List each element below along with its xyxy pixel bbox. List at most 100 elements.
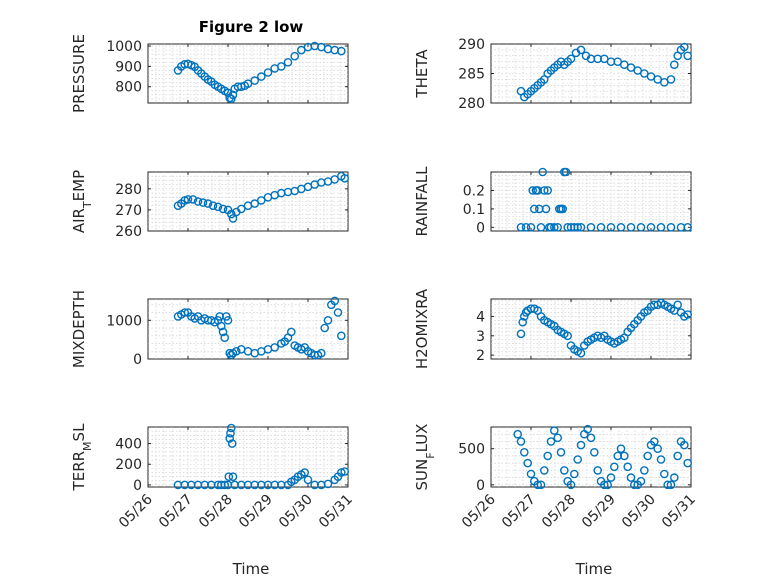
y-axis-label: SUNFLUX (413, 424, 437, 491)
grid (491, 299, 691, 359)
x-tick-label: 05/31 (659, 492, 699, 532)
data-point (666, 480, 676, 490)
data-point (650, 437, 659, 446)
data-point (550, 426, 559, 435)
data-point (680, 42, 689, 52)
y-tick-label: 0 (476, 220, 485, 236)
data-point (333, 308, 343, 317)
y-tick-label: 3 (476, 329, 485, 345)
grid (148, 299, 348, 359)
data-point (623, 462, 633, 472)
data-point (213, 202, 223, 212)
data-point (226, 209, 236, 219)
y-tick-label: 0 (133, 352, 142, 368)
grid (491, 172, 691, 231)
data-point (600, 480, 609, 490)
data-point (526, 222, 536, 232)
data-point (566, 480, 576, 490)
data-point (576, 440, 586, 450)
data-point (221, 312, 231, 321)
grid (148, 44, 348, 103)
data-point (653, 444, 663, 454)
data-point (533, 480, 543, 490)
y-axis-label: RAINFALL (413, 166, 431, 237)
data-point (323, 479, 333, 489)
data-point (516, 329, 526, 339)
y-tick-label: 800 (115, 80, 142, 96)
data-point (593, 466, 603, 475)
data-point (340, 173, 350, 183)
y-tick-label: 1000 (106, 313, 142, 329)
data-point (630, 480, 639, 490)
y-tick-label: 200 (115, 457, 142, 473)
data-point (220, 480, 229, 490)
data-point (303, 475, 313, 485)
data-point (256, 196, 266, 205)
data-point (640, 69, 649, 78)
data-point (656, 222, 666, 232)
data-point (270, 343, 280, 352)
data-point (300, 468, 310, 477)
data-point (556, 447, 566, 457)
data-point (683, 310, 693, 319)
data-point (540, 466, 549, 475)
data-point (640, 466, 649, 475)
data-point (573, 455, 583, 464)
data-point (673, 300, 683, 310)
y-tick-label: 900 (115, 59, 142, 75)
data-point (558, 204, 568, 214)
data-point (620, 451, 629, 461)
data-point (673, 451, 683, 461)
data-point (228, 214, 238, 223)
data-point (231, 346, 241, 356)
data-point (526, 469, 536, 479)
plot-area (147, 43, 349, 104)
data-point (203, 199, 213, 208)
x-tick-label: 05/27 (499, 492, 539, 532)
data-point (616, 444, 626, 454)
x-tick-label: 05/30 (276, 492, 316, 532)
data-point (550, 222, 559, 232)
data-point (553, 433, 563, 443)
data-point (336, 46, 346, 56)
y-tick-label: 280 (115, 182, 142, 198)
data-point (660, 469, 669, 479)
data-point (543, 186, 553, 195)
plot-area (147, 426, 349, 488)
data-point (646, 222, 656, 232)
data-point (683, 222, 693, 232)
data-point (566, 54, 576, 64)
series-markers (173, 296, 346, 360)
data-point (528, 186, 538, 195)
data-point (576, 222, 586, 232)
data-point (530, 204, 539, 214)
data-point (226, 423, 236, 433)
data-point (536, 480, 546, 490)
y-tick-label: 270 (115, 203, 142, 219)
data-point (227, 439, 237, 448)
x-axis-label-left: Time (232, 560, 270, 578)
data-point (180, 308, 189, 317)
data-point (663, 480, 673, 490)
y-axis-label: AIRTEMP (70, 170, 94, 233)
data-point (586, 433, 596, 443)
data-point (226, 94, 236, 104)
data-point (590, 447, 599, 457)
subplot-sun-flux: 0 500 05/26 05/27 05/28 05/29 05/30 05/31 SUNFLU… (413, 424, 699, 532)
plot-area (490, 171, 692, 232)
data-point (330, 296, 340, 306)
data-point (263, 68, 273, 77)
x-tick-label: 05/29 (236, 492, 276, 532)
data-point (518, 317, 528, 327)
data-point (523, 458, 533, 468)
subplot-mixdepth: 0 1000 MIXDEPTH (70, 290, 349, 368)
data-point (546, 437, 556, 446)
y-axis-label: MIXDEPTH (70, 290, 88, 368)
series-markers (516, 167, 693, 232)
data-point (626, 473, 636, 482)
data-point (616, 222, 626, 232)
y-tick-label: 500 (458, 442, 485, 458)
data-point (218, 204, 228, 214)
data-point (680, 440, 689, 450)
